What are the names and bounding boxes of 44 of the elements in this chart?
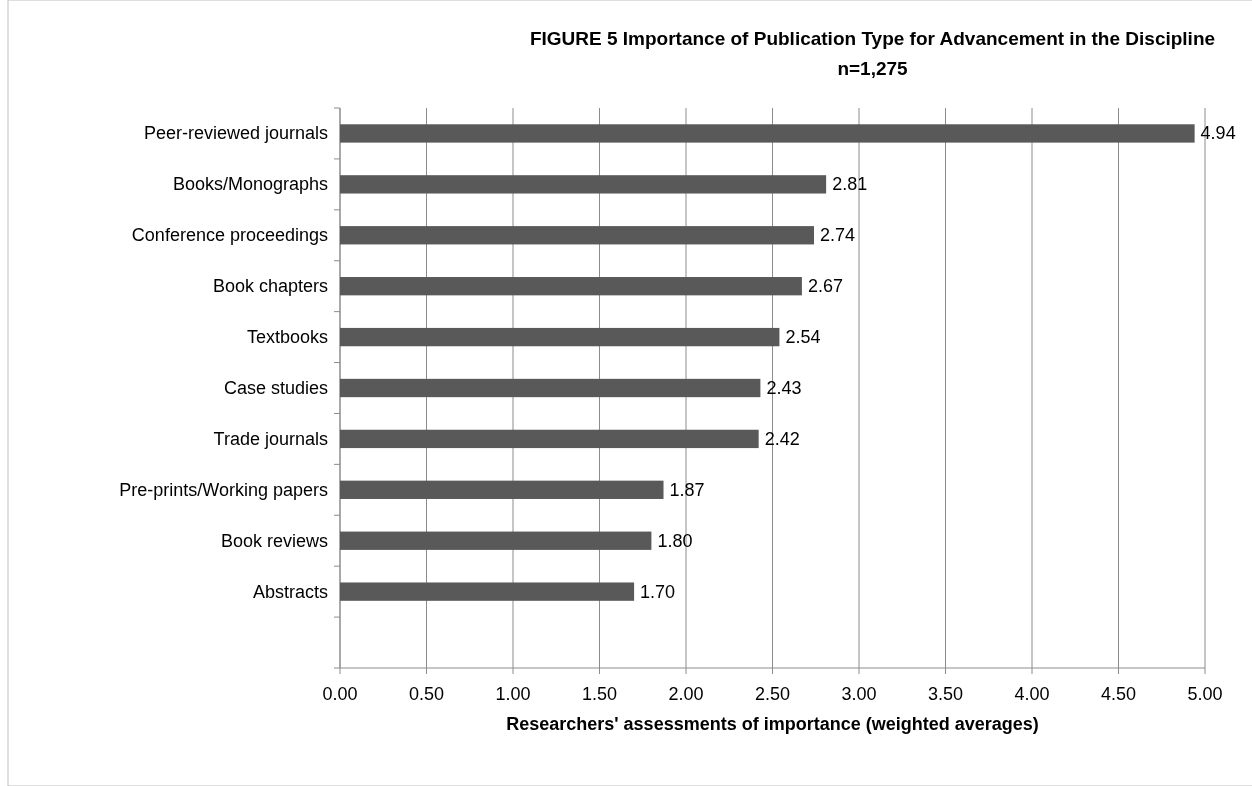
chart-subtitle: n=1,275 bbox=[837, 58, 909, 79]
data-label: 2.81 bbox=[832, 174, 868, 195]
x-tick-label: 0.00 bbox=[322, 684, 358, 704]
x-tick-label: 4.50 bbox=[1100, 684, 1137, 704]
x-tick-label: 1.00 bbox=[495, 684, 531, 704]
y-tick-label: Pre-prints/Working papers bbox=[119, 479, 328, 500]
bar bbox=[340, 175, 827, 194]
data-label: 2.42 bbox=[764, 428, 800, 449]
bar bbox=[340, 582, 635, 601]
y-tick-label: Textbooks bbox=[246, 327, 328, 348]
y-tick-label: Conference proceedings bbox=[131, 225, 328, 246]
y-tick-label: Case studies bbox=[223, 378, 328, 398]
x-tick-label: 3.50 bbox=[927, 684, 964, 704]
bar bbox=[340, 327, 780, 347]
x-tick-label: 2.50 bbox=[754, 684, 791, 704]
data-label: 2.54 bbox=[785, 327, 821, 348]
bar bbox=[340, 531, 652, 550]
x-tick-label: 3.00 bbox=[841, 684, 877, 704]
data-label: 2.67 bbox=[807, 276, 843, 297]
x-tick-label: 0.50 bbox=[408, 684, 445, 704]
bar bbox=[340, 480, 664, 499]
bar bbox=[340, 277, 802, 296]
data-label: 2.43 bbox=[766, 378, 802, 398]
y-tick-label: Book chapters bbox=[212, 276, 328, 297]
bar bbox=[340, 378, 761, 398]
data-label: 1.87 bbox=[669, 479, 705, 500]
bar bbox=[340, 124, 1195, 143]
bar bbox=[340, 429, 759, 449]
x-tick-label: 5.00 bbox=[1187, 684, 1223, 704]
y-tick-label: Trade journals bbox=[213, 428, 328, 449]
data-label: 1.80 bbox=[657, 530, 693, 551]
x-tick-label: 2.00 bbox=[668, 684, 704, 704]
chart-title: FIGURE 5 Importance of Publication Type for Advancement in the Discipline bbox=[529, 28, 1216, 49]
y-tick-label: Peer-reviewed journals bbox=[143, 123, 328, 144]
y-tick-label: Book reviews bbox=[220, 530, 328, 551]
bar bbox=[340, 226, 815, 245]
x-tick-label: 1.50 bbox=[581, 684, 618, 704]
data-label: 4.94 bbox=[1200, 123, 1236, 144]
x-axis-title: Researchers' assessments of importance (weighted averages) bbox=[506, 714, 1039, 734]
y-tick-label: Books/Monographs bbox=[172, 174, 328, 195]
data-label: 1.70 bbox=[640, 581, 676, 602]
y-tick-label: Abstracts bbox=[252, 581, 328, 602]
data-label: 2.74 bbox=[820, 225, 856, 246]
x-tick-label: 4.00 bbox=[1014, 684, 1050, 704]
